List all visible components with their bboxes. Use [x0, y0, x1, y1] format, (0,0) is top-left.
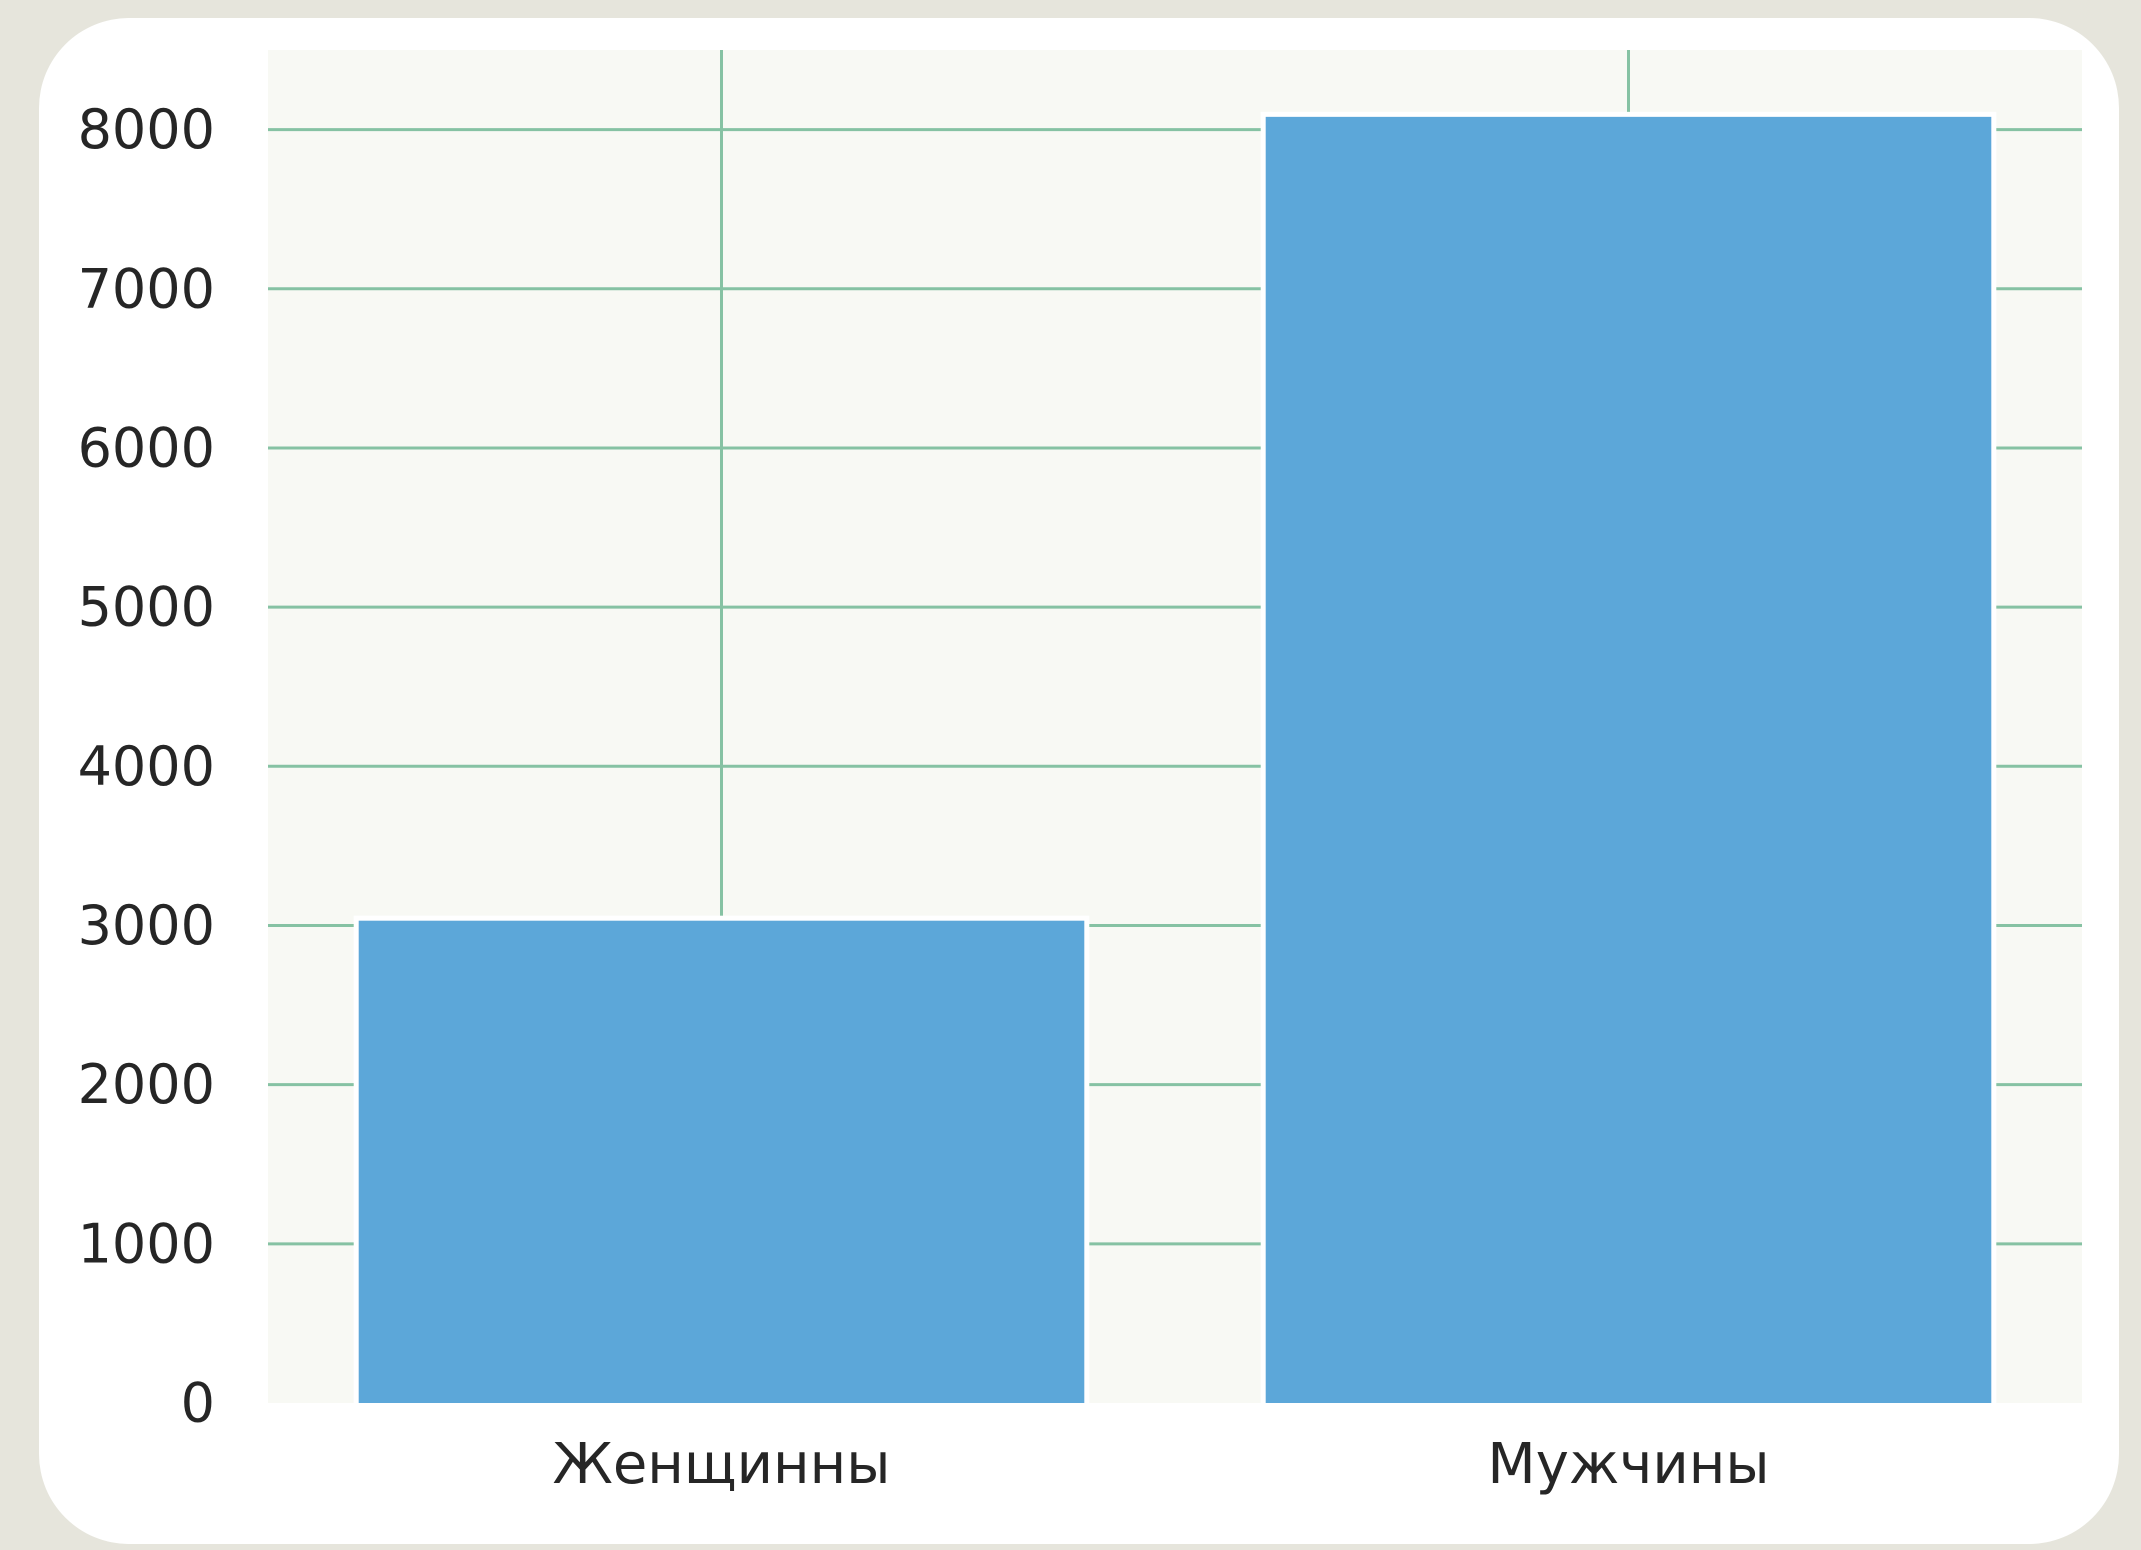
y-tick-label: 2000 [78, 1053, 215, 1116]
y-tick-label: 5000 [78, 576, 215, 639]
y-tick-label: 6000 [78, 416, 215, 479]
bar-1 [353, 915, 1090, 1409]
bars [353, 111, 1997, 1409]
x-axis-category-labels: Женщинны Мужчины [553, 1432, 1770, 1497]
x-category-label: Женщинны [553, 1432, 891, 1497]
y-tick-label: 7000 [78, 257, 215, 320]
y-tick-label: 1000 [78, 1212, 215, 1275]
x-category-label: Мужчины [1487, 1432, 1769, 1497]
y-tick-label: 3000 [78, 894, 215, 957]
y-tick-label: 0 [181, 1372, 215, 1435]
y-axis-tick-labels: 0 1000 2000 3000 4000 5000 6000 7000 8000 [78, 98, 215, 1434]
bar-2 [1260, 111, 1997, 1408]
y-tick-label: 8000 [78, 98, 215, 161]
y-tick-label: 4000 [78, 735, 215, 798]
